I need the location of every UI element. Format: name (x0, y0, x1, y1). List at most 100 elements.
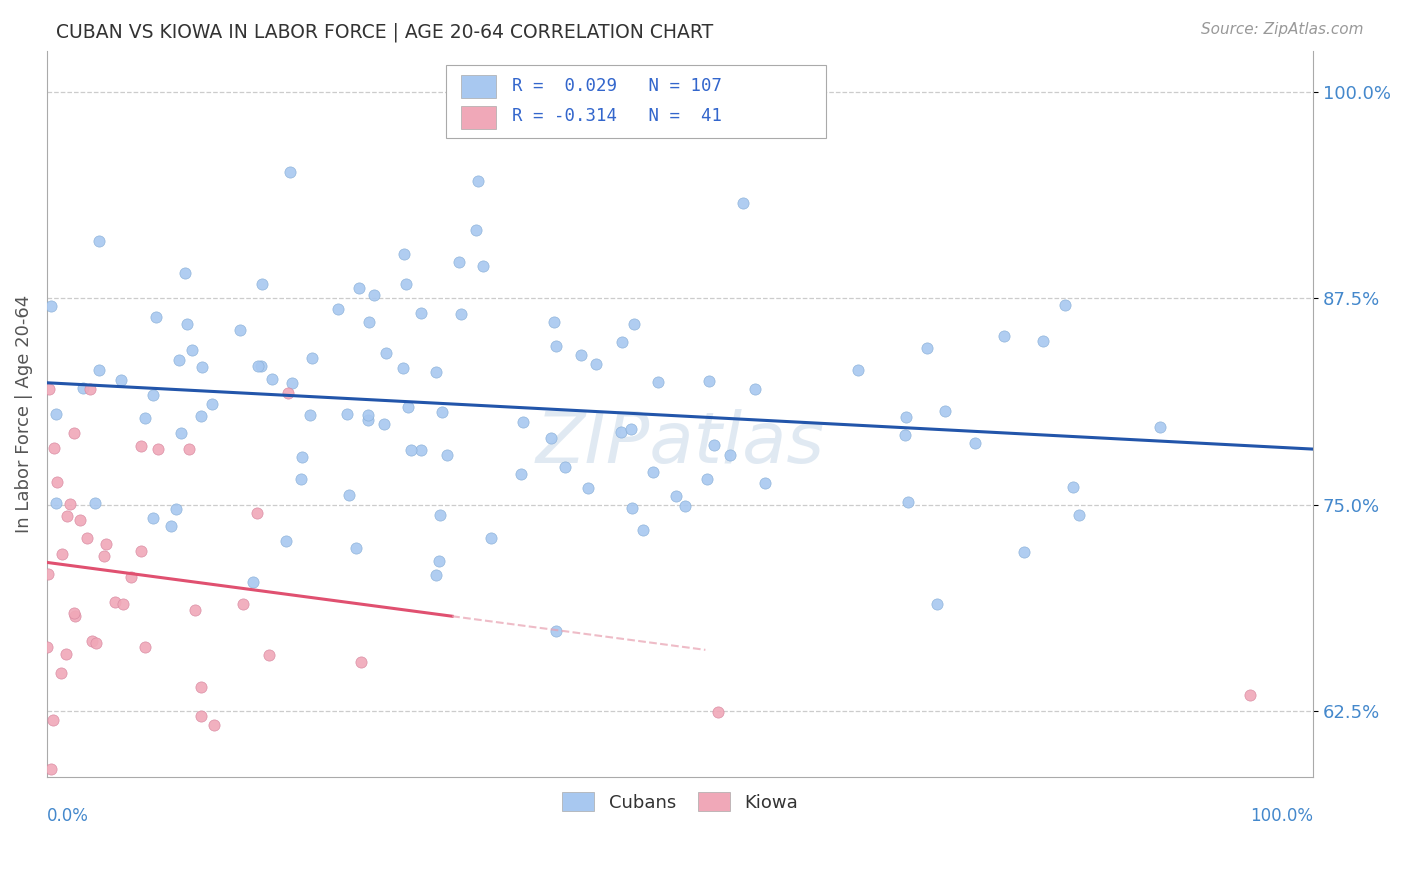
Point (301, 351, 323, 365)
Bar (461, 106, 496, 129)
Point (479, 531, 502, 545)
Point (430, 405, 453, 419)
Text: R = -0.314   N =  41: R = -0.314 N = 41 (512, 107, 721, 125)
Point (104, 595, 127, 609)
Point (131, 543, 153, 558)
Point (472, 259, 495, 273)
Point (59, 497, 82, 511)
Point (1012, 545, 1035, 559)
Point (55, 647, 77, 661)
Point (72, 381, 94, 395)
Point (344, 541, 367, 555)
Point (142, 511, 165, 525)
Point (63, 425, 86, 440)
Point (396, 400, 419, 414)
Point (373, 417, 395, 431)
Point (191, 359, 214, 374)
Point (395, 277, 418, 291)
Point (427, 553, 450, 567)
Point (612, 334, 634, 349)
Point (544, 339, 567, 353)
Point (277, 385, 299, 400)
Point (181, 343, 204, 357)
Point (291, 450, 314, 464)
Point (146, 442, 169, 456)
Point (993, 329, 1015, 343)
Point (543, 315, 565, 329)
Point (229, 323, 252, 337)
Point (915, 341, 938, 355)
Point (569, 348, 592, 362)
Point (38, 382, 60, 396)
Point (46, 475, 69, 490)
Point (83, 496, 105, 510)
Point (69, 513, 91, 527)
Point (145, 310, 167, 324)
Point (647, 375, 669, 389)
Point (276, 534, 298, 549)
Point (110, 373, 132, 387)
Point (280, 376, 302, 390)
Point (129, 439, 152, 453)
Point (718, 448, 741, 462)
Point (87, 363, 110, 377)
Point (1239, 688, 1261, 702)
Point (184, 603, 207, 617)
Point (179, 442, 201, 456)
Point (1062, 480, 1084, 494)
Point (744, 382, 766, 396)
Point (87, 235, 110, 249)
Point (623, 318, 645, 332)
Point (643, 465, 665, 479)
Point (350, 656, 373, 670)
Point (703, 438, 725, 452)
Point (394, 247, 416, 261)
Point (56, 508, 79, 523)
Point (846, 363, 869, 377)
Point (337, 488, 360, 502)
Point (894, 427, 917, 442)
Text: R =  0.029   N = 107: R = 0.029 N = 107 (512, 77, 721, 95)
Point (232, 597, 254, 611)
Point (134, 640, 156, 655)
Point (436, 448, 458, 462)
Point (63, 608, 86, 623)
Point (554, 459, 576, 474)
Point (375, 346, 398, 360)
Point (425, 365, 447, 379)
Point (280, 164, 302, 178)
Y-axis label: In Labor Force | Age 20-64: In Labor Force | Age 20-64 (15, 295, 32, 533)
Point (425, 568, 447, 582)
Text: 0.0%: 0.0% (46, 807, 89, 825)
Point (544, 624, 567, 639)
Point (202, 717, 225, 731)
Point (86, 636, 108, 650)
Point (510, 467, 533, 481)
Point (621, 501, 644, 516)
Point (134, 410, 156, 425)
Point (79, 382, 101, 396)
Point (190, 409, 212, 424)
Text: ZIPatlas: ZIPatlas (536, 409, 824, 477)
Point (965, 436, 987, 450)
Point (349, 281, 371, 295)
Point (540, 431, 562, 445)
Point (49, 665, 72, 680)
Point (174, 267, 197, 281)
Point (170, 425, 193, 440)
Point (1069, 508, 1091, 523)
Point (242, 574, 264, 589)
Point (464, 223, 486, 237)
Point (93, 549, 115, 564)
Point (585, 358, 607, 372)
Point (429, 508, 451, 523)
Point (45, 407, 67, 421)
Point (201, 397, 224, 411)
Point (82, 633, 104, 648)
Point (190, 680, 212, 694)
Point (336, 407, 359, 421)
Point (897, 495, 920, 509)
Point (167, 353, 190, 368)
Point (326, 301, 349, 316)
Point (1032, 334, 1054, 348)
